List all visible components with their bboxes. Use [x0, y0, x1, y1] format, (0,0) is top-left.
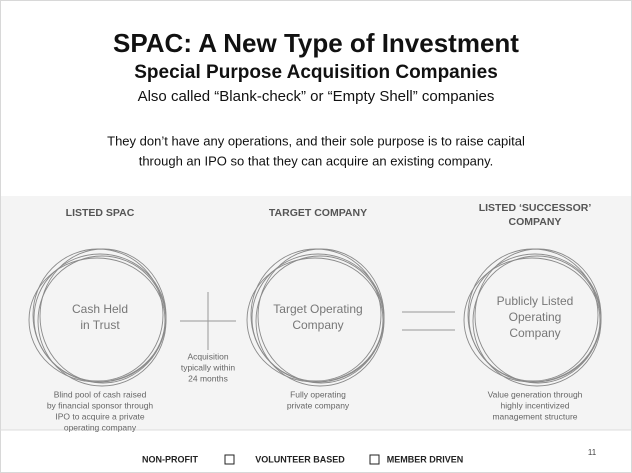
- connector-line: Acquisition: [187, 351, 228, 361]
- sketch-circle: [463, 257, 601, 383]
- circle-label: Target Operating: [273, 302, 362, 316]
- caption-line: by financial sponsor through: [47, 400, 154, 410]
- connector-line: 24 months: [188, 373, 228, 383]
- footer-item: NON-PROFIT: [142, 454, 198, 464]
- description-line: They don’t have any operations, and thei…: [107, 133, 525, 148]
- caption-line: Value generation through: [488, 389, 583, 399]
- page-number: 11: [588, 448, 597, 457]
- circle-label: Company: [509, 326, 560, 340]
- sketch-circle: [37, 255, 167, 387]
- column-heading: COMPANY: [509, 216, 562, 228]
- sketch-circle: [246, 257, 384, 383]
- footer-item: MEMBER DRIVEN: [387, 454, 464, 464]
- caption-line: management structure: [492, 411, 577, 421]
- column-heading: LISTED SPAC: [66, 207, 135, 219]
- checkbox: [369, 454, 380, 465]
- circle-label: Operating: [509, 310, 562, 324]
- diagram-background: [0, 196, 632, 430]
- description-line: through an IPO so that they can acquire …: [139, 153, 494, 168]
- caption-line: Fully operating: [290, 389, 346, 399]
- circle-label: in Trust: [80, 318, 120, 332]
- circle-label: Publicly Listed: [497, 294, 574, 308]
- sketch-circle: [255, 255, 385, 387]
- title: SPAC: A New Type of Investment: [113, 28, 519, 58]
- circle-label: Company: [292, 318, 343, 332]
- caption-line: IPO to acquire a private: [55, 411, 145, 421]
- caption-line: operating company: [64, 422, 137, 432]
- caption-line: highly incentivized: [501, 400, 570, 410]
- column-heading: LISTED ‘SUCCESSOR’: [479, 202, 592, 214]
- column-heading: TARGET COMPANY: [269, 207, 367, 219]
- sketch-circle: [28, 257, 166, 383]
- caption-line: private company: [287, 400, 350, 410]
- circle-label: Cash Held: [72, 302, 128, 316]
- connector-line: typically within: [181, 362, 236, 372]
- aka: Also called “Blank-check” or “Empty Shel…: [138, 88, 495, 105]
- footer-item: VOLUNTEER BASED: [255, 454, 345, 464]
- caption-line: Blind pool of cash raised: [54, 389, 147, 399]
- checkbox: [224, 454, 235, 465]
- sketch-circle: [250, 248, 382, 382]
- sketch-circle: [467, 248, 599, 382]
- sketch-circle: [32, 248, 164, 382]
- subtitle: Special Purpose Acquisition Companies: [134, 62, 498, 83]
- sketch-circle: [472, 255, 602, 387]
